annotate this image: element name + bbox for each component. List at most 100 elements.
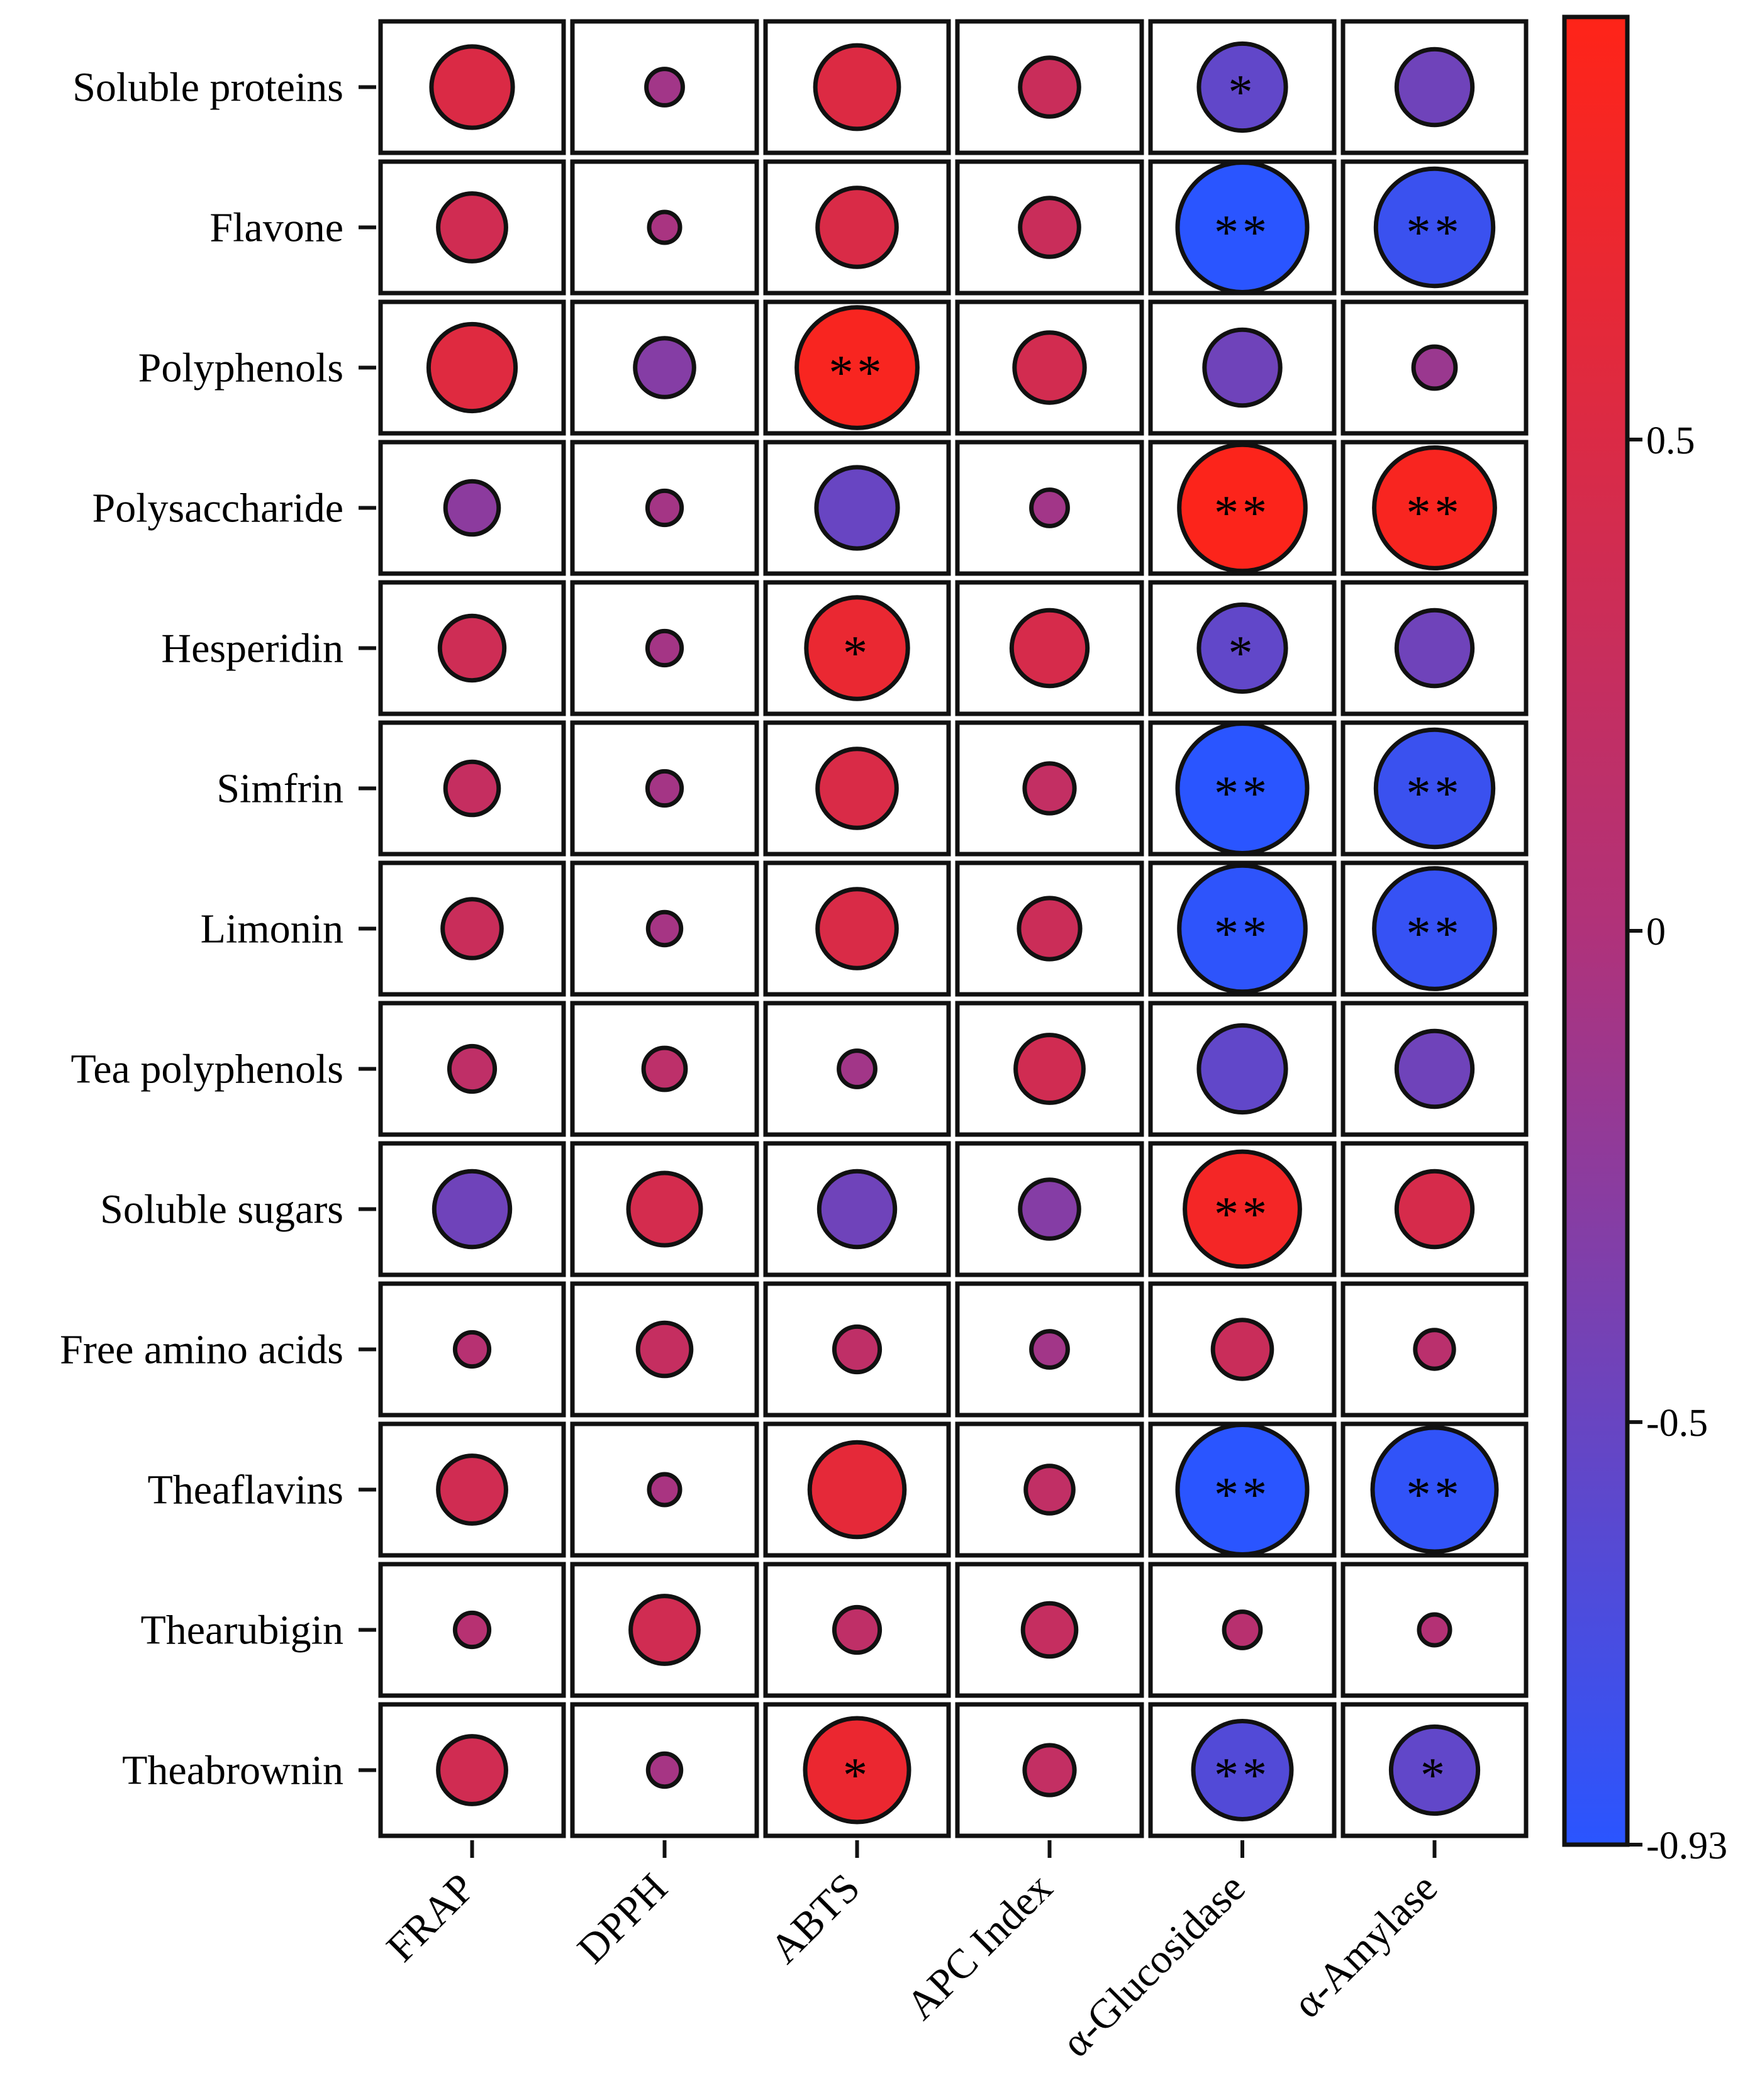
bubble bbox=[443, 479, 501, 537]
significance-marker: ** bbox=[1407, 906, 1463, 961]
significance-marker: * bbox=[1420, 1748, 1449, 1803]
bubble bbox=[803, 1716, 911, 1825]
colorbar-tick-label: 0 bbox=[1646, 911, 1666, 953]
bubble bbox=[1022, 1743, 1077, 1797]
row-label: Thearubigin bbox=[140, 1608, 343, 1653]
colorbar: 0.5 0 -0.5 -0.93 bbox=[1562, 14, 1727, 1867]
bubble bbox=[635, 1320, 694, 1379]
matrix-cell bbox=[570, 159, 759, 296]
bubble bbox=[1202, 327, 1283, 408]
bubble bbox=[645, 628, 684, 668]
bubble bbox=[626, 1170, 703, 1248]
bubble bbox=[447, 1043, 498, 1094]
row-label: Tea polyphenols bbox=[71, 1047, 343, 1092]
bubble bbox=[1370, 1425, 1499, 1554]
significance-marker: ** bbox=[1407, 766, 1463, 821]
matrix-cell bbox=[955, 440, 1144, 576]
column-label: FRAP bbox=[378, 1865, 484, 1970]
bubble bbox=[1411, 344, 1458, 391]
bubble bbox=[814, 465, 900, 551]
bubble bbox=[436, 191, 508, 264]
bubble bbox=[794, 305, 920, 430]
bubble bbox=[645, 769, 684, 808]
bubble bbox=[628, 1594, 701, 1666]
bubble bbox=[1413, 1328, 1456, 1371]
bubble bbox=[1018, 1177, 1081, 1241]
column-label: APC Index bbox=[898, 1865, 1061, 2028]
bubble bbox=[452, 1330, 492, 1369]
row-label: Theabrownin bbox=[122, 1748, 343, 1794]
bubble bbox=[443, 759, 501, 818]
bubble bbox=[807, 1440, 907, 1540]
bubble bbox=[432, 1169, 513, 1250]
bubble bbox=[813, 43, 901, 131]
bubble bbox=[641, 1045, 688, 1092]
significance-marker: ** bbox=[1407, 1467, 1463, 1522]
significance-marker: ** bbox=[1214, 1467, 1271, 1522]
significance-marker: ** bbox=[1214, 906, 1271, 961]
bubble bbox=[1029, 1329, 1070, 1370]
bubble bbox=[815, 887, 899, 970]
bubble bbox=[436, 1734, 508, 1806]
row-label: Theaflavins bbox=[147, 1467, 343, 1513]
matrix-cell bbox=[955, 1562, 1144, 1698]
bubble bbox=[429, 44, 515, 130]
bubble bbox=[804, 595, 910, 701]
bubble bbox=[815, 186, 899, 269]
colorbar-gradient bbox=[1562, 14, 1630, 1847]
significance-marker: * bbox=[843, 1748, 871, 1803]
bubble bbox=[1175, 160, 1310, 294]
matrix-cell bbox=[570, 299, 759, 436]
bubble bbox=[1373, 166, 1496, 289]
bubble bbox=[436, 1453, 508, 1526]
bubble bbox=[1388, 1724, 1481, 1816]
bubble bbox=[1372, 445, 1497, 570]
bubble bbox=[1394, 1028, 1475, 1109]
bubble bbox=[645, 488, 684, 528]
row-label: Polysaccharide bbox=[92, 486, 343, 531]
bubble bbox=[815, 747, 899, 830]
bubble bbox=[1372, 866, 1497, 991]
significance-marker: ** bbox=[1407, 205, 1463, 260]
bubble bbox=[1175, 721, 1310, 855]
bubble bbox=[1191, 1719, 1294, 1821]
bubble bbox=[1417, 1612, 1452, 1648]
bubble bbox=[832, 1324, 883, 1375]
bubble bbox=[1196, 602, 1288, 694]
bubble bbox=[1394, 608, 1475, 689]
bubble bbox=[1022, 761, 1077, 816]
row-label: Free amino acids bbox=[60, 1327, 343, 1373]
significance-marker: * bbox=[843, 626, 871, 681]
bubble bbox=[647, 1472, 683, 1508]
bubble bbox=[1196, 1023, 1288, 1115]
significance-marker: * bbox=[1229, 65, 1257, 119]
bubble bbox=[1196, 41, 1288, 133]
colorbar-tick-label: -0.5 bbox=[1646, 1402, 1708, 1445]
column-label: α-Glucosidase bbox=[1053, 1865, 1254, 2066]
significance-marker: ** bbox=[1214, 1748, 1271, 1803]
bubble bbox=[1394, 47, 1475, 128]
matrix-cell bbox=[1340, 580, 1529, 716]
bubble bbox=[1012, 330, 1087, 405]
bubble bbox=[644, 67, 685, 108]
bubble bbox=[832, 1604, 883, 1655]
bubble bbox=[1009, 608, 1090, 689]
bubble bbox=[1018, 196, 1081, 259]
significance-marker: * bbox=[1229, 626, 1257, 681]
row-label: Simfrin bbox=[216, 766, 343, 812]
row-label: Hesperidin bbox=[161, 626, 343, 672]
colorbar-tick-label: 0.5 bbox=[1646, 419, 1695, 462]
bubble bbox=[837, 1048, 878, 1089]
matrix-cell bbox=[378, 580, 566, 716]
bubble bbox=[1017, 896, 1083, 962]
significance-marker: ** bbox=[1407, 486, 1463, 540]
bubble bbox=[1177, 442, 1308, 574]
bubble bbox=[1373, 727, 1496, 850]
row-label: Soluble proteins bbox=[72, 65, 343, 111]
bubble bbox=[1020, 1601, 1079, 1659]
bubble bbox=[426, 321, 518, 414]
bubble bbox=[1394, 1169, 1475, 1250]
row-label: Polyphenols bbox=[138, 345, 343, 391]
